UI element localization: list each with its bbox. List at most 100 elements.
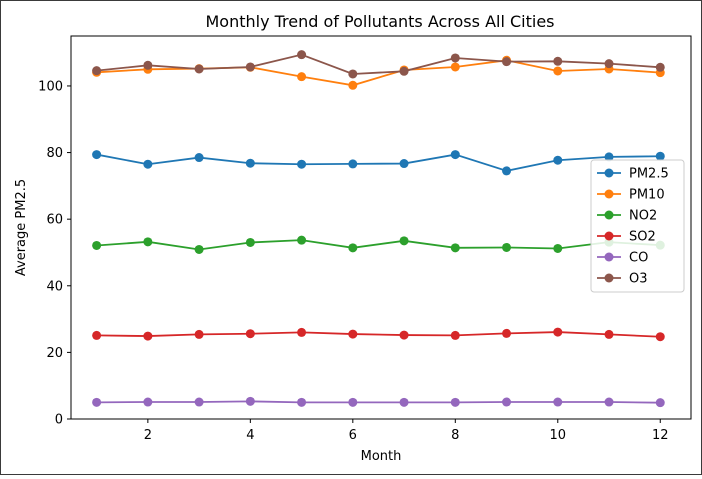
data-point-so2 <box>348 329 358 339</box>
data-point-no2 <box>297 235 307 245</box>
data-point-so2 <box>553 327 563 337</box>
x-tick-label: 12 <box>652 428 669 443</box>
legend-item-no2: NO2 <box>597 209 657 224</box>
data-point-no2 <box>553 243 563 253</box>
series-line-no2 <box>96 239 661 251</box>
data-point-co <box>194 397 204 407</box>
data-point-co <box>553 397 563 407</box>
legend-label: CO <box>629 251 648 266</box>
data-point-o3 <box>553 56 563 66</box>
series-o3 <box>92 50 665 79</box>
data-point-pm25 <box>655 151 665 161</box>
data-point-co <box>348 397 358 407</box>
data-point-so2 <box>194 329 204 339</box>
data-point-o3 <box>245 62 255 72</box>
series-line-o3 <box>96 53 661 75</box>
data-point-co <box>655 398 665 408</box>
legend-label: PM2.5 <box>629 167 669 182</box>
series-co <box>92 396 665 408</box>
y-tick-label: 60 <box>46 213 63 228</box>
x-axis: 2 4 6 8 10 12 <box>144 419 669 443</box>
data-point-so2 <box>655 332 665 342</box>
y-axis: 0 20 40 60 80 100 <box>38 79 71 428</box>
legend-marker <box>604 210 614 220</box>
data-point-pm10 <box>450 62 460 72</box>
data-point-pm25 <box>502 166 512 176</box>
data-point-co <box>245 396 255 406</box>
x-tick-label: 2 <box>144 428 152 443</box>
legend-marker <box>604 252 614 262</box>
legend-label: PM10 <box>629 188 665 203</box>
data-point-no2 <box>92 240 102 250</box>
x-tick-label: 6 <box>349 428 357 443</box>
y-tick-label: 0 <box>55 413 63 428</box>
legend-label: NO2 <box>629 209 657 224</box>
legend-marker <box>604 168 614 178</box>
data-point-co <box>604 397 614 407</box>
data-point-no2 <box>399 236 409 246</box>
data-point-pm25 <box>604 152 614 162</box>
data-point-co <box>92 397 102 407</box>
data-point-co <box>143 397 153 407</box>
data-point-no2 <box>502 242 512 252</box>
data-point-co <box>502 397 512 407</box>
data-point-o3 <box>502 57 512 67</box>
data-point-no2 <box>143 237 153 247</box>
data-point-o3 <box>297 50 307 60</box>
y-tick-label: 100 <box>38 79 63 94</box>
data-point-pm25 <box>348 159 358 169</box>
data-point-o3 <box>604 59 614 69</box>
data-point-co <box>450 397 460 407</box>
data-point-pm25 <box>143 159 153 169</box>
data-point-pm25 <box>450 150 460 160</box>
chart-title: Monthly Trend of Pollutants Across All C… <box>205 12 554 31</box>
data-point-so2 <box>604 329 614 339</box>
series-so2 <box>92 327 665 342</box>
x-tick-label: 10 <box>550 428 567 443</box>
x-axis-label: Month <box>361 449 402 464</box>
series-pm25 <box>92 150 665 176</box>
x-tick-label: 8 <box>451 428 459 443</box>
series-line-co <box>96 400 661 404</box>
data-point-no2 <box>194 244 204 254</box>
series-line-so2 <box>96 331 661 338</box>
data-point-no2 <box>348 243 358 253</box>
legend-item-pm10: PM10 <box>597 188 665 203</box>
series-no2 <box>92 235 665 254</box>
data-point-o3 <box>92 66 102 76</box>
legend-item-so2: SO2 <box>597 230 656 245</box>
data-point-pm25 <box>297 159 307 169</box>
data-point-pm10 <box>297 72 307 82</box>
legend-item-pm25: PM2.5 <box>597 167 669 182</box>
legend-box <box>590 159 685 293</box>
data-point-so2 <box>502 328 512 338</box>
legend-label: SO2 <box>629 230 656 245</box>
series-line-pm25 <box>96 153 661 172</box>
legend: PM2.5 PM10 NO2 SO2 CO O3 <box>590 159 685 293</box>
data-point-co <box>297 397 307 407</box>
data-point-no2 <box>245 237 255 247</box>
data-point-pm25 <box>553 155 563 165</box>
data-point-o3 <box>655 62 665 72</box>
data-point-pm10 <box>348 80 358 90</box>
data-point-so2 <box>450 330 460 340</box>
legend-marker <box>604 231 614 241</box>
data-point-pm25 <box>399 159 409 169</box>
legend-marker <box>604 189 614 199</box>
plot-area <box>70 35 692 420</box>
data-point-o3 <box>399 66 409 76</box>
data-point-pm25 <box>194 153 204 163</box>
data-point-so2 <box>245 329 255 339</box>
y-tick-label: 80 <box>46 146 63 161</box>
y-tick-label: 20 <box>46 346 63 361</box>
data-point-o3 <box>143 60 153 70</box>
y-tick-label: 40 <box>46 279 63 294</box>
legend-item-o3: O3 <box>597 272 648 287</box>
legend-label: O3 <box>629 272 648 287</box>
data-point-o3 <box>348 69 358 79</box>
y-axis-label: Average PM2.5 <box>14 179 29 276</box>
data-point-o3 <box>450 53 460 63</box>
x-tick-label: 4 <box>246 428 254 443</box>
data-point-pm10 <box>553 66 563 76</box>
